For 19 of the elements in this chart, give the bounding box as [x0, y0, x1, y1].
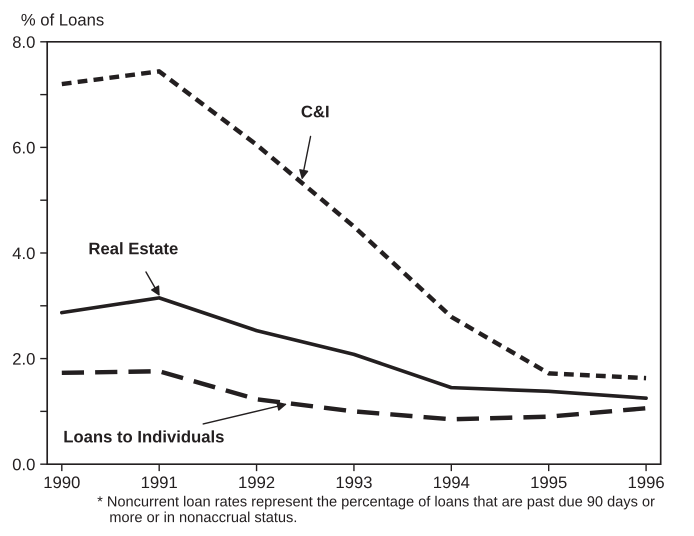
x-tick-label: 1990 [44, 476, 80, 488]
x-tick-label: 1991 [142, 476, 177, 488]
y-tick-label: 8.0 [12, 36, 35, 48]
y-tick-label: 4.0 [12, 247, 35, 260]
y-axis-title: % of Loans [21, 13, 104, 26]
x-tick-label: 1993 [336, 476, 372, 488]
text: C&I [302, 106, 328, 118]
x-tick-label: 1992 [239, 476, 274, 488]
x-tick-label: 1994 [434, 476, 470, 488]
text: Real Estate [90, 242, 178, 254]
x-tick-label: 1996 [628, 476, 664, 488]
y-tick-label: 2.0 [13, 352, 35, 365]
line-series [60, 369, 648, 422]
x-tick-label: 1995 [531, 476, 567, 488]
text: Loans to Individuals [64, 430, 224, 443]
text: * Noncurrent loan rates represent the percentage of loans that are past due 90 days or more or in nonaccrual status. [97, 496, 655, 522]
line-series [60, 69, 648, 380]
y-tick-label: 6.0 [13, 142, 35, 154]
y-tick-label: 0.0 [12, 458, 35, 470]
